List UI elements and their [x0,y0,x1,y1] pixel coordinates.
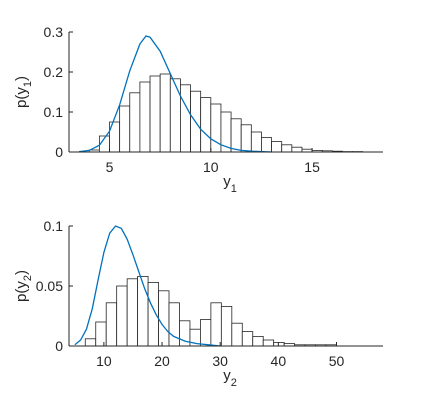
histogram-bar [105,302,118,347]
histogram-bar [240,124,252,153]
y-tick-label: 0 [55,338,63,354]
histogram-bar [271,141,283,153]
histogram-bar [281,144,293,153]
histogram-bar [116,285,128,347]
histogram-bar [149,75,161,153]
histogram-bar [158,290,170,347]
x-tick-label: 10 [203,159,219,175]
y-tick-label: 0.05 [36,278,63,294]
x-tick-label: 10 [96,353,112,369]
histogram-bar [137,275,149,347]
histogram-bar [95,321,107,347]
histogram-bar [200,97,212,153]
y-axis-label: p(y2) [13,270,34,302]
histogram-bar [200,319,212,347]
chart-1: 5 10 15 0 0.1 0.2 0.3 y1 p(y1) [13,24,383,195]
x-tick-label: 15 [304,159,320,175]
x-tick-label: 30 [212,353,228,369]
histogram-bar [180,84,191,153]
density-curve [79,35,272,153]
histogram-bar [168,302,180,347]
y-tick-label: 0 [55,144,63,160]
histogram-bar [250,131,262,153]
histogram-bar [139,81,151,153]
chart-2: 10 20 30 40 50 0 0.05 0.1 y2 p(y2) [13,218,383,389]
histogram-bar [273,341,285,347]
y-tick-label: 0.2 [44,64,64,80]
x-tick-label: 5 [106,159,114,175]
histogram-bar [129,92,141,153]
histogram-bar [210,103,222,153]
y-axis-label: p(y1) [13,76,34,108]
histogram-bar [252,335,264,347]
density-curve [74,225,221,347]
histogram-bar [291,146,303,153]
x-axis-label: y2 [223,367,237,389]
y-tick-label: 0.1 [44,104,64,120]
x-tick-label: 40 [271,353,287,369]
y-tick-label: 0.1 [44,218,64,234]
histogram-bar [119,105,131,153]
histogram-bar [231,322,243,347]
histogram-bar [262,339,275,347]
histogram-bar [159,73,171,153]
histogram-bar [220,305,233,347]
histogram-bar [147,281,159,347]
histogram-bar [241,331,254,347]
histogram-bar [261,137,272,153]
x-tick-label: 50 [329,353,345,369]
histogram-bar [84,338,97,347]
x-tick-label: 20 [154,353,170,369]
x-axis-label: y1 [223,173,237,195]
y-tick-label: 0.3 [44,24,64,40]
histogram-bar [169,78,181,153]
histogram-bar [230,118,242,153]
histogram-bar [210,302,222,347]
histogram-bar [126,278,139,347]
